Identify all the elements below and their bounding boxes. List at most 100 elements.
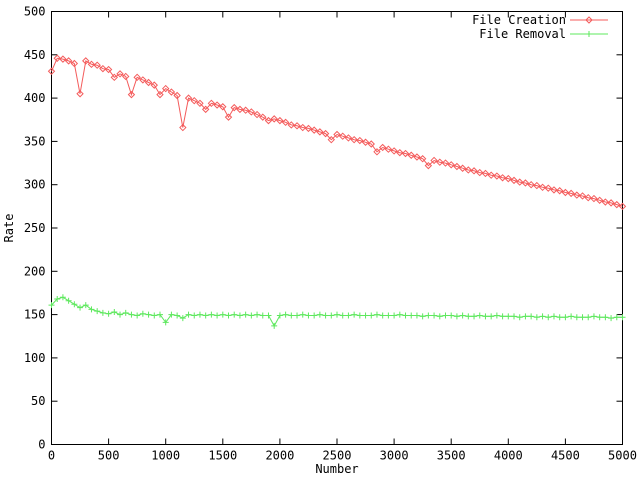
data-point-marker: [144, 78, 153, 87]
data-point-marker: [447, 161, 455, 169]
data-point-marker: [373, 148, 381, 156]
data-point-marker: [310, 126, 318, 134]
legend-sample-marker: [586, 31, 592, 37]
data-point-marker: [510, 176, 518, 185]
data-point-marker: [242, 311, 249, 318]
data-point-marker: [504, 174, 513, 183]
data-point-marker: [294, 312, 301, 319]
data-point-marker: [425, 312, 432, 319]
data-point-marker: [424, 161, 433, 170]
data-point-marker: [219, 311, 226, 318]
data-point-marker: [556, 314, 563, 321]
y-tick-label: 50: [31, 394, 45, 408]
x-tick-label: 500: [98, 449, 120, 463]
data-point-marker: [105, 310, 112, 317]
data-point-marker: [378, 143, 387, 152]
data-point-marker: [253, 110, 261, 119]
y-tick-label: 400: [24, 91, 46, 105]
data-point-marker: [367, 140, 375, 148]
legend-label-file-creation: File Creation: [472, 13, 566, 27]
data-point-marker: [596, 314, 603, 321]
data-point-marker: [156, 311, 163, 318]
data-point-marker: [311, 312, 318, 319]
x-tick-label: 2500: [323, 449, 352, 463]
y-axis-title: Rate: [2, 214, 16, 243]
data-point-marker: [339, 132, 347, 140]
data-point-marker: [59, 55, 67, 63]
data-point-marker: [356, 312, 363, 319]
data-point-marker: [128, 311, 135, 318]
data-point-marker: [134, 312, 141, 319]
data-point-marker: [407, 151, 415, 159]
data-point-marker: [488, 313, 495, 320]
data-point-marker: [225, 312, 232, 319]
data-point-marker: [122, 309, 129, 316]
data-point-marker: [116, 70, 124, 78]
data-point-marker: [179, 315, 186, 322]
data-point-marker: [231, 311, 238, 318]
data-point-marker: [264, 116, 273, 125]
x-tick-label: 3500: [437, 449, 466, 463]
data-point-marker: [384, 145, 393, 153]
x-tick-label: 2000: [265, 449, 294, 463]
data-point-marker: [544, 184, 552, 192]
data-point-marker: [356, 136, 364, 145]
data-point-marker: [573, 314, 580, 321]
data-point-marker: [174, 312, 181, 319]
x-tick-label: 1000: [151, 449, 180, 463]
data-point-marker: [430, 156, 438, 165]
data-point-marker: [567, 189, 575, 198]
data-point-marker: [259, 312, 266, 319]
data-point-marker: [539, 313, 546, 320]
data-point-marker: [202, 312, 209, 319]
data-point-marker: [76, 90, 84, 98]
data-point-marker: [391, 312, 398, 319]
data-point-marker: [613, 314, 620, 321]
data-point-marker: [65, 297, 72, 304]
data-point-marker: [533, 314, 540, 321]
data-point-marker: [316, 128, 324, 136]
data-point-marker: [402, 312, 409, 319]
data-point-marker: [528, 313, 535, 320]
data-point-marker: [339, 312, 346, 319]
plot-border: [51, 11, 623, 445]
data-point-marker: [602, 314, 609, 321]
data-point-marker: [493, 312, 500, 319]
data-point-marker: [254, 311, 261, 318]
data-point-marker: [111, 309, 118, 316]
data-point-marker: [241, 106, 250, 114]
data-point-marker: [54, 296, 61, 303]
data-point-marker: [344, 134, 353, 142]
data-point-marker: [327, 135, 335, 144]
data-point-marker: [590, 313, 597, 320]
data-point-marker: [48, 302, 55, 309]
data-point-marker: [270, 115, 278, 123]
data-point-marker: [361, 138, 370, 146]
data-point-marker: [608, 315, 615, 322]
data-point-marker: [224, 113, 233, 121]
data-point-marker: [470, 167, 478, 175]
data-point-marker: [82, 302, 89, 309]
data-point-marker: [322, 312, 329, 319]
data-point-marker: [104, 65, 113, 74]
data-point-marker: [276, 312, 283, 319]
y-tick-label: 350: [24, 134, 46, 148]
data-point-marker: [282, 311, 289, 318]
data-point-marker: [196, 99, 204, 108]
data-point-marker: [150, 81, 158, 89]
data-point-marker: [419, 313, 426, 320]
data-point-marker: [362, 312, 369, 319]
data-point-marker: [185, 311, 192, 318]
data-point-marker: [521, 179, 530, 187]
data-point-marker: [127, 90, 136, 99]
data-point-marker: [373, 311, 380, 318]
data-point-marker: [418, 155, 427, 163]
x-tick-label: 4000: [494, 449, 523, 463]
data-point-marker: [145, 311, 152, 318]
data-point-marker: [247, 108, 256, 116]
data-point-marker: [368, 312, 375, 319]
data-point-marker: [179, 123, 187, 132]
data-point-marker: [321, 129, 330, 138]
data-point-marker: [465, 313, 472, 320]
y-tick-label: 500: [24, 5, 46, 19]
